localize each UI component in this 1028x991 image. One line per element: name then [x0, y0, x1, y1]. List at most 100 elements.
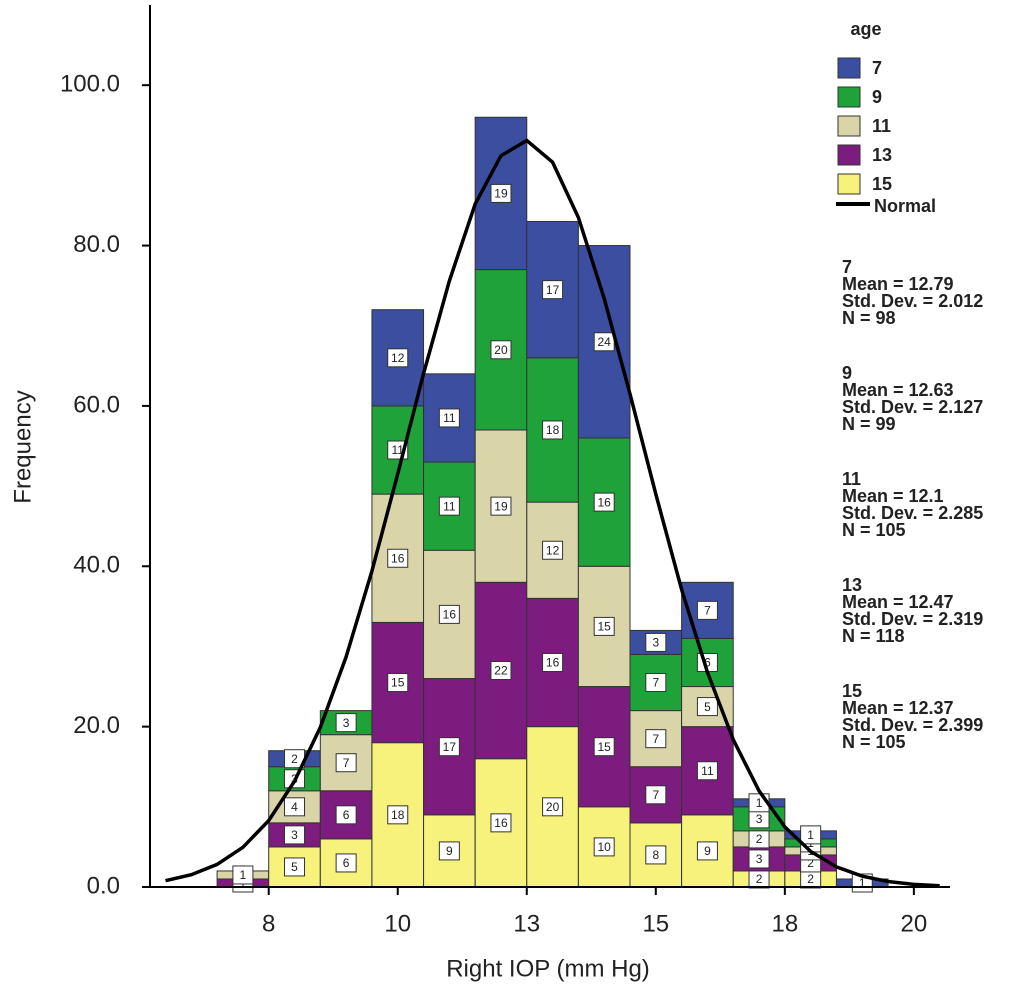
legend-label: 9: [872, 87, 882, 107]
legend-swatch: [837, 57, 861, 79]
value-label: 6: [343, 808, 350, 822]
stats-line: Mean = 12.37: [842, 698, 954, 718]
value-label: 2: [756, 872, 763, 886]
value-label-box: [542, 420, 564, 440]
stats-line: Std. Dev. = 2.012: [842, 291, 983, 311]
stats-heading: 11: [842, 469, 861, 489]
legend-title: age: [850, 19, 881, 39]
value-label: 15: [391, 676, 405, 690]
value-label-box: [387, 673, 409, 693]
value-label-box: [335, 853, 357, 873]
stats-line: Std. Dev. = 2.399: [842, 715, 983, 735]
value-label: 2: [807, 856, 814, 870]
y-tick-label: 0.0: [87, 872, 120, 899]
value-label: 2: [756, 832, 763, 846]
value-label: 11: [701, 764, 714, 778]
x-tick-label: 13: [513, 910, 540, 937]
value-label-box: [542, 280, 564, 300]
value-label: 1: [807, 828, 814, 842]
legend-label: 13: [872, 145, 892, 165]
value-label-box: [490, 661, 512, 681]
value-label: 7: [652, 676, 659, 690]
value-label: 7: [343, 756, 350, 770]
value-label: 19: [494, 499, 508, 513]
x-axis-label: Right IOP (mm Hg): [446, 955, 650, 982]
stats-line: Mean = 12.47: [842, 592, 954, 612]
value-label-box: [593, 837, 615, 857]
value-label: 8: [652, 848, 659, 862]
legend-swatch: [837, 144, 861, 166]
value-label-box: [645, 845, 667, 865]
value-label: 7: [704, 604, 711, 618]
value-label: 7: [652, 788, 659, 802]
y-tick-label: 60.0: [73, 391, 120, 418]
value-label-box: [542, 652, 564, 672]
value-label: 20: [546, 800, 560, 814]
value-label: 19: [494, 187, 508, 201]
stats-line: Std. Dev. = 2.127: [842, 397, 983, 417]
value-label: 16: [443, 608, 457, 622]
value-label: 12: [546, 543, 560, 557]
x-tick-label: 15: [642, 910, 669, 937]
value-label-box: [593, 737, 615, 757]
value-label: 16: [598, 495, 612, 509]
value-label: 2: [291, 752, 298, 766]
value-label-box: [438, 841, 460, 861]
stats-line: N = 118: [842, 626, 905, 646]
legend-label: 7: [872, 58, 882, 78]
value-label-box: [387, 805, 409, 825]
y-tick-label: 100.0: [60, 71, 120, 98]
value-label: 11: [443, 499, 456, 513]
value-label-box: [490, 496, 512, 516]
stats-heading: 13: [842, 575, 862, 595]
stats-line: N = 105: [842, 732, 906, 752]
legend-label: Normal: [874, 196, 936, 216]
value-label: 9: [704, 844, 711, 858]
value-label: 17: [443, 740, 457, 754]
value-label: 3: [756, 852, 763, 866]
value-label: 11: [443, 411, 456, 425]
value-label-box: [438, 408, 460, 428]
value-label-box: [593, 616, 615, 636]
legend-swatch: [837, 115, 861, 137]
value-label-box: [645, 632, 667, 652]
value-label: 7: [652, 732, 659, 746]
value-label-box: [645, 785, 667, 805]
legend-label: 15: [872, 174, 892, 194]
y-tick-label: 20.0: [73, 712, 120, 739]
value-label-box: [335, 753, 357, 773]
value-label-box: [232, 865, 254, 885]
value-label: 18: [391, 808, 405, 822]
legend-label: 11: [872, 116, 891, 136]
x-tick-label: 18: [771, 910, 798, 937]
stats-line: Mean = 12.63: [842, 380, 954, 400]
value-label-box: [387, 548, 409, 568]
normal-curve: [165, 138, 940, 888]
value-label: 18: [546, 423, 560, 437]
stats-heading: 9: [842, 363, 852, 383]
x-tick-label: 8: [262, 910, 275, 937]
value-label-box: [335, 805, 357, 825]
legend-swatch: [837, 173, 861, 195]
value-label: 9: [446, 844, 453, 858]
stats-line: N = 98: [842, 308, 896, 328]
value-label-box: [696, 600, 718, 620]
value-label-box: [284, 825, 306, 845]
value-label-box: [645, 729, 667, 749]
value-label: 1: [859, 876, 866, 890]
stats-line: Std. Dev. = 2.285: [842, 503, 983, 523]
value-label: 1: [756, 796, 763, 810]
y-axis-label: Frequency: [9, 390, 36, 503]
stats-heading: 7: [842, 257, 852, 277]
stats-heading: 15: [842, 681, 862, 701]
value-label-box: [542, 797, 564, 817]
stats-line: Std. Dev. = 2.319: [842, 609, 983, 629]
value-label-box: [335, 713, 357, 733]
stats-line: Mean = 12.79: [842, 274, 954, 294]
value-label: 22: [494, 664, 508, 678]
value-label: 20: [494, 343, 508, 357]
x-tick-label: 10: [384, 910, 411, 937]
y-tick-label: 80.0: [73, 231, 120, 258]
value-label-box: [438, 604, 460, 624]
value-label-box: [438, 737, 460, 757]
